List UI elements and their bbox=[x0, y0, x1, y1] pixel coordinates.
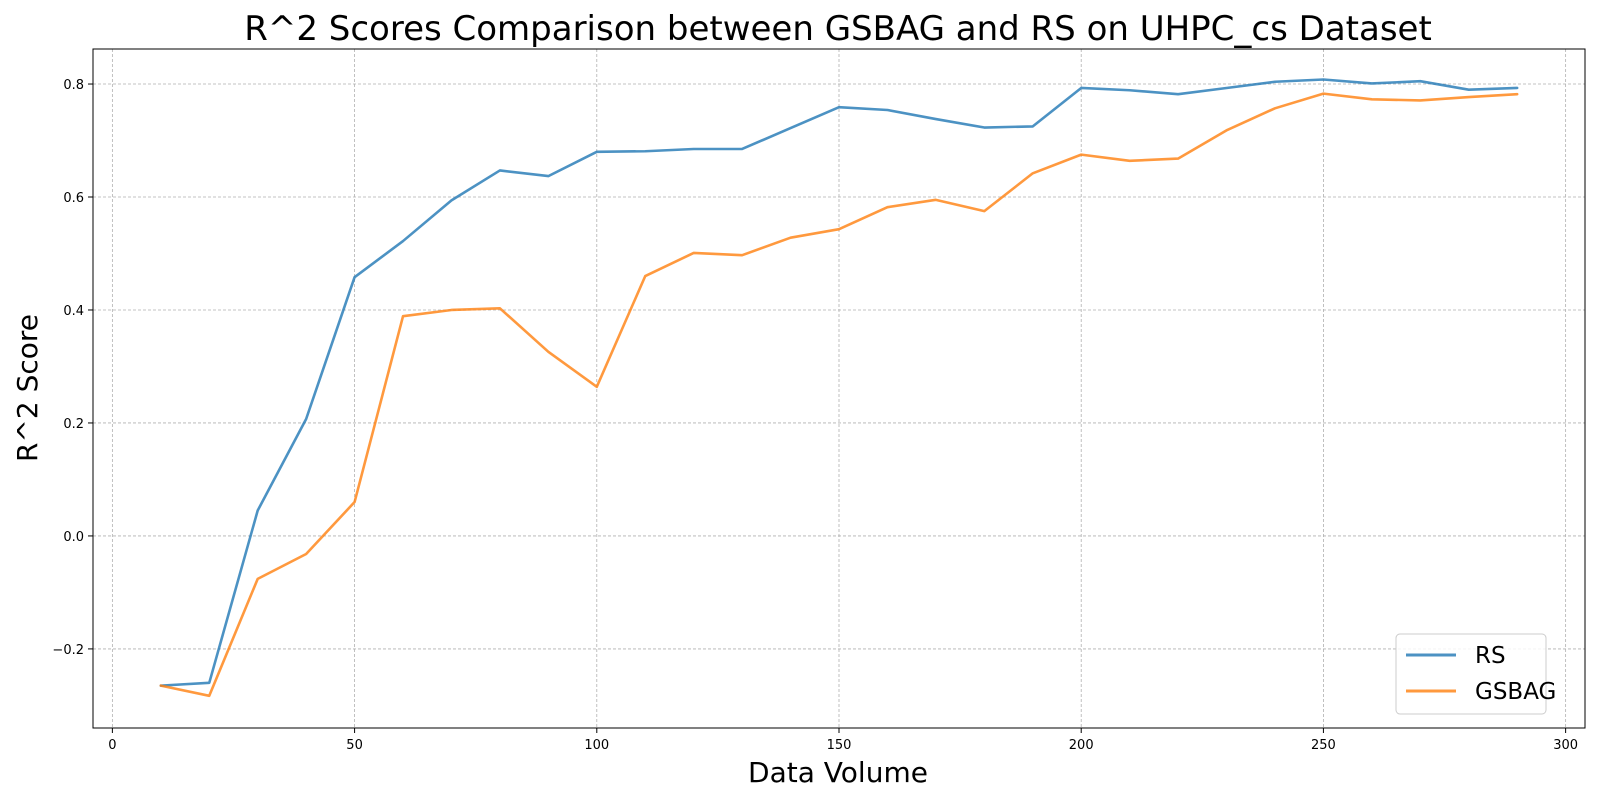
y-tick-label: −0.2 bbox=[52, 643, 84, 658]
legend-label-gsbag: GSBAG bbox=[1475, 679, 1556, 705]
x-axis-label: Data Volume bbox=[748, 756, 928, 789]
y-tick-label: 0.2 bbox=[63, 417, 84, 432]
legend: RS GSBAG bbox=[1395, 633, 1556, 715]
x-tick-label: 0 bbox=[108, 738, 116, 753]
series-line-rs bbox=[159, 78, 1519, 687]
axis-ticks: 0 50 100 150 200 250 300 −0.2 0.0 0.2 0.4 0.6 0.8 bbox=[52, 78, 1578, 753]
x-tick-label: 100 bbox=[584, 738, 609, 753]
x-tick-label: 150 bbox=[827, 738, 852, 753]
series-lines bbox=[159, 78, 1519, 698]
y-tick-label: 0.6 bbox=[63, 191, 84, 206]
x-tick-label: 300 bbox=[1553, 738, 1578, 753]
series-line-gsbag bbox=[159, 92, 1519, 698]
x-tick-label: 50 bbox=[346, 738, 363, 753]
y-axis-label: R^2 Score bbox=[11, 314, 44, 462]
y-tick-label: 0.0 bbox=[63, 530, 84, 545]
y-tick-label: 0.4 bbox=[63, 304, 84, 319]
legend-label-rs: RS bbox=[1475, 643, 1506, 669]
grid bbox=[93, 49, 1585, 728]
chart-title: R^2 Scores Comparison between GSBAG and … bbox=[244, 9, 1432, 49]
x-tick-label: 250 bbox=[1311, 738, 1336, 753]
x-tick-label: 200 bbox=[1069, 738, 1094, 753]
y-tick-label: 0.8 bbox=[63, 78, 84, 93]
